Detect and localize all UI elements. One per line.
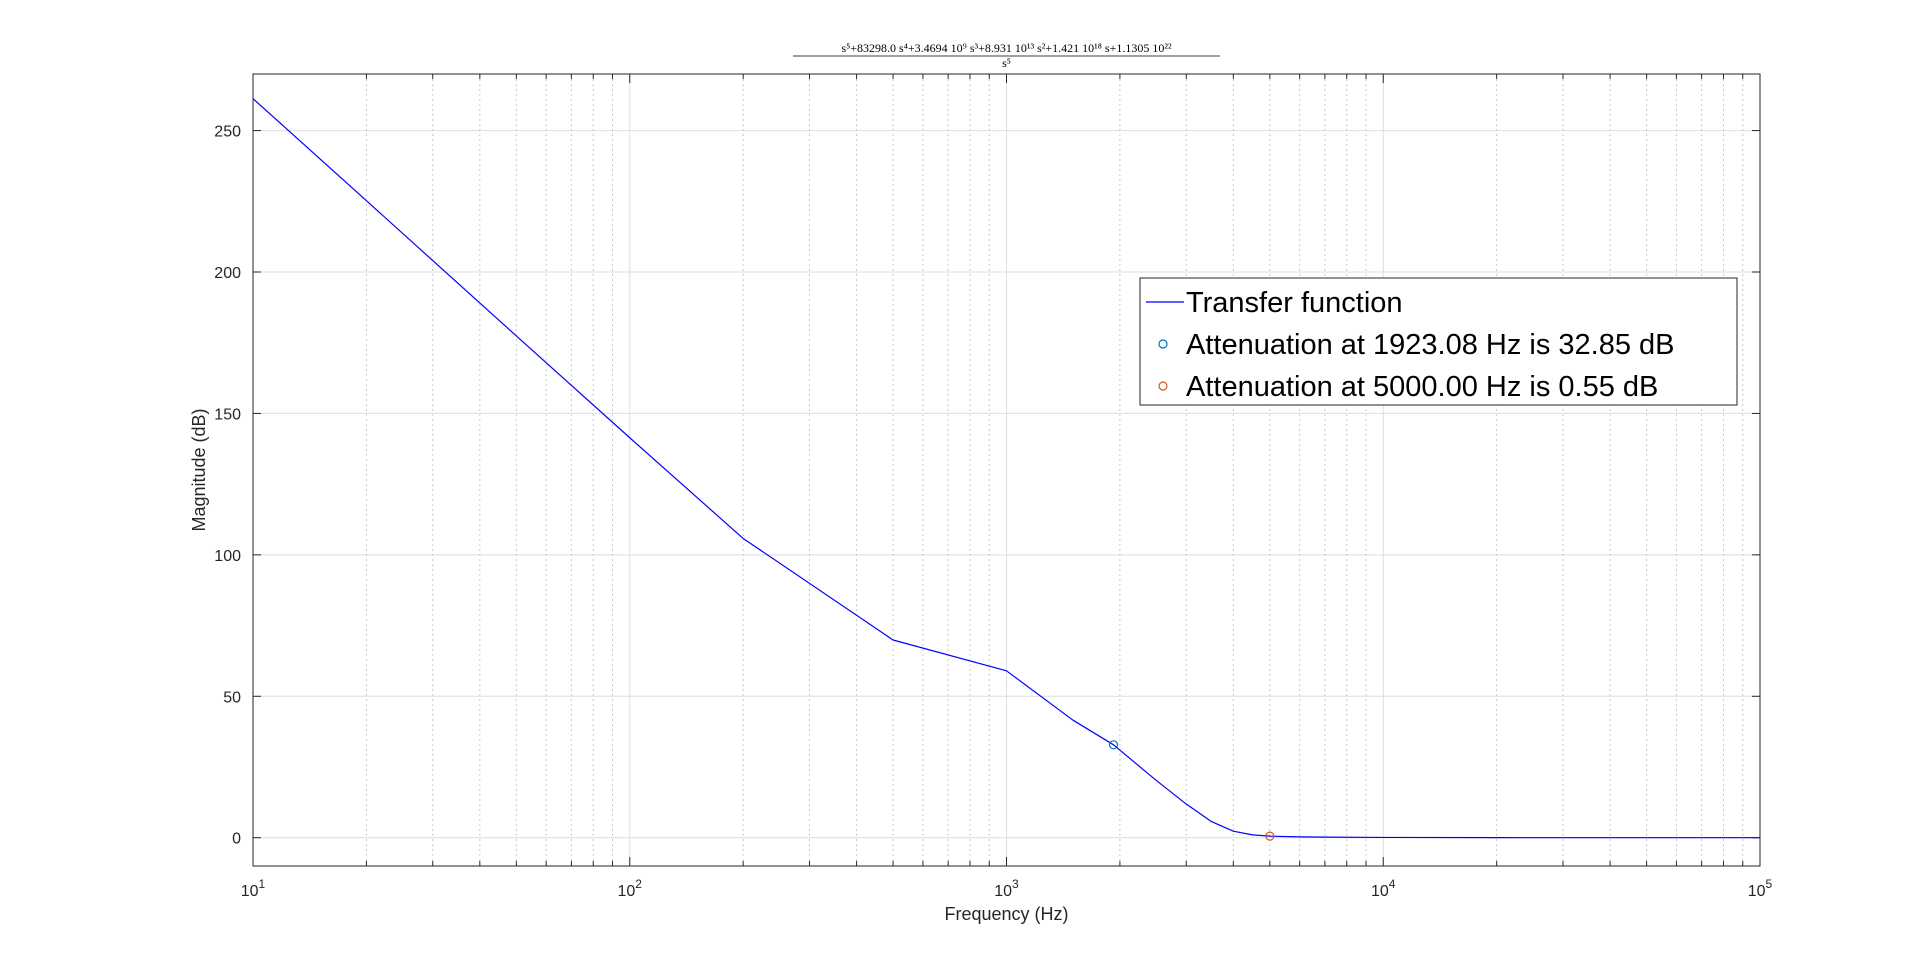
y-tick-label: 50: [223, 689, 241, 706]
x-tick-label: 102: [618, 877, 643, 900]
y-tick-label: 250: [214, 124, 241, 141]
x-tick-label-exponent: 3: [1012, 877, 1019, 891]
series-marker: [1265, 831, 1275, 841]
x-tick-label-base: 10: [618, 883, 636, 900]
series-line-transfer-function: [252, 98, 1760, 839]
axis-ticks: [252, 74, 1761, 866]
x-tick-label: 104: [1371, 877, 1396, 900]
x-tick-label-base: 10: [1371, 883, 1389, 900]
x-tick-labels: 101 102 103 104 105: [241, 877, 1773, 900]
y-tick-label: 200: [214, 265, 241, 282]
legend: Transfer function Attenuation at 1923.08…: [1139, 277, 1738, 406]
legend-entry-label: Transfer function: [1186, 287, 1403, 319]
series-layer: [252, 98, 1760, 841]
x-tick-label-exponent: 2: [635, 877, 642, 891]
chart-title: s⁵+83298.0 s⁴+3.4694 10⁹ s³+8.931 10¹³ s…: [793, 41, 1220, 70]
x-tick-label-base: 10: [241, 883, 259, 900]
x-tick-label: 103: [994, 877, 1019, 900]
legend-symbol-marker: [1158, 339, 1168, 349]
y-tick-label: 150: [214, 406, 241, 423]
x-tick-label-base: 10: [994, 883, 1012, 900]
x-tick-label: 105: [1748, 877, 1773, 900]
y-tick-labels: 0 50 100 150 200 250: [214, 124, 241, 848]
y-tick-label: 100: [214, 548, 241, 565]
x-axis-label: Frequency (Hz): [944, 904, 1068, 924]
y-axis-label: Magnitude (dB): [189, 408, 209, 531]
legend-symbol-marker: [1158, 381, 1168, 391]
x-tick-label-base: 10: [1748, 883, 1766, 900]
grid: [253, 74, 1760, 866]
y-tick-label: 0: [232, 831, 241, 848]
series-marker: [1108, 740, 1119, 750]
x-tick-label-exponent: 5: [1766, 877, 1773, 891]
legend-entry-label: Attenuation at 1923.08 Hz is 32.85 dB: [1186, 329, 1675, 361]
title-numerator: s⁵+83298.0 s⁴+3.4694 10⁹ s³+8.931 10¹³ s…: [841, 41, 1172, 55]
x-tick-label-exponent: 1: [259, 877, 266, 891]
legend-box: [1139, 277, 1738, 406]
title-denominator: s⁵: [1002, 56, 1011, 70]
legend-entry-label: Attenuation at 5000.00 Hz is 0.55 dB: [1186, 371, 1658, 403]
x-tick-label-exponent: 4: [1389, 877, 1396, 891]
x-tick-label: 101: [241, 877, 266, 900]
